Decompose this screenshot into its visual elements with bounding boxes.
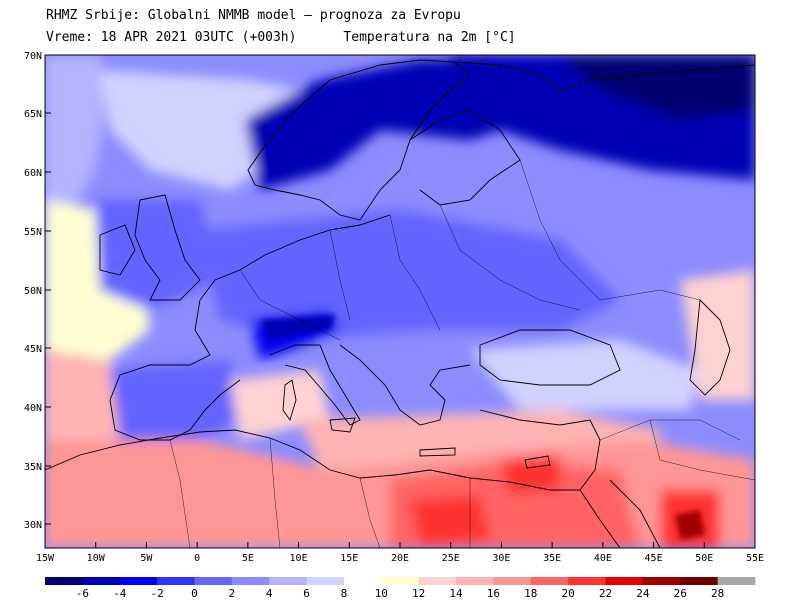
- lat-label: 60N: [24, 168, 42, 179]
- longitude-axis: 15W 10W 5W 0 5E 10E 15E 20E 25E 30E 35E 40E 45E 50E 55…: [36, 542, 764, 564]
- lon-label: 35E: [543, 553, 561, 564]
- map-title: RHMZ Srbije: Globalni NMMB model — progn…: [46, 8, 461, 23]
- lon-label: 5E: [242, 553, 254, 564]
- lon-label: 10W: [87, 553, 106, 564]
- colorbar-swatch: [568, 577, 607, 585]
- colorbar-swatch: [231, 577, 270, 585]
- map-subtitle: Vreme: 18 APR 2021 03UTC (+003h) Tempera…: [46, 30, 516, 45]
- lon-label: 30E: [492, 553, 510, 564]
- lat-label: 70N: [24, 51, 42, 62]
- colorbar-label: 16: [487, 587, 500, 600]
- colorbar-swatch: [119, 577, 158, 585]
- country-borders: [169, 159, 755, 548]
- colorbar-label: -2: [150, 587, 163, 600]
- colorbar: -6 -4 -2 0 2 4 6 8 10 12 14 16 18 20 22 24 26 28: [45, 577, 756, 600]
- lon-label: 10E: [290, 553, 308, 564]
- colorbar-label: 18: [524, 587, 537, 600]
- colorbar-label: 10: [375, 587, 388, 600]
- lon-label: 40E: [594, 553, 612, 564]
- temperature-field: [45, 55, 755, 548]
- colorbar-swatch: [493, 577, 532, 585]
- variable-name: Temperatura na 2m [°C]: [343, 30, 516, 45]
- colorbar-label: 2: [229, 587, 236, 600]
- colorbar-swatch: [605, 577, 644, 585]
- lon-label: 55E: [746, 553, 764, 564]
- colorbar-label: 26: [674, 587, 687, 600]
- lon-label: 5W: [140, 553, 153, 564]
- colorbar-label: 28: [711, 587, 724, 600]
- lon-label: 45E: [645, 553, 663, 564]
- colorbar-swatch: [418, 577, 457, 585]
- colorbar-swatch: [269, 577, 308, 585]
- colorbar-swatch: [717, 577, 756, 585]
- colorbar-swatch: [381, 577, 420, 585]
- colorbar-swatch: [194, 577, 233, 585]
- colorbar-label: 14: [449, 587, 463, 600]
- colorbar-label: -4: [113, 587, 127, 600]
- lon-label: 15E: [340, 553, 358, 564]
- lat-label: 35N: [24, 462, 42, 473]
- colorbar-swatch: [157, 577, 195, 585]
- colorbar-swatch: [82, 577, 121, 585]
- lat-label: 50N: [24, 286, 42, 297]
- lat-label: 45N: [24, 344, 42, 355]
- lat-label: 30N: [24, 520, 42, 531]
- colorbar-label: 20: [562, 587, 575, 600]
- colorbar-label: -6: [76, 587, 89, 600]
- colorbar-swatch: [456, 577, 494, 585]
- latitude-axis: 70N 65N 60N 55N 50N 45N 40N 35N 30N: [24, 51, 51, 531]
- colorbar-swatch: [530, 577, 569, 585]
- lon-label: 20E: [391, 553, 409, 564]
- lon-label: 25E: [442, 553, 460, 564]
- lon-label: 50E: [695, 553, 713, 564]
- colorbar-swatch: [642, 577, 681, 585]
- lon-label: 15W: [36, 553, 55, 564]
- colorbar-swatch: [306, 577, 345, 585]
- colorbar-label: 22: [599, 587, 612, 600]
- colorbar-label: 12: [412, 587, 425, 600]
- colorbar-label: 8: [341, 587, 348, 600]
- colorbar-swatch: [680, 577, 719, 585]
- colorbar-label: 6: [303, 587, 310, 600]
- lon-label: 0: [194, 553, 200, 564]
- colorbar-label: 0: [191, 587, 198, 600]
- forecast-time: Vreme: 18 APR 2021 03UTC (+003h): [46, 30, 297, 45]
- lat-label: 40N: [24, 403, 42, 414]
- coastlines: [45, 59, 755, 548]
- colorbar-swatch: [343, 577, 382, 585]
- lat-label: 55N: [24, 227, 42, 238]
- colorbar-swatch: [45, 577, 83, 585]
- lat-label: 65N: [24, 109, 42, 120]
- colorbar-label: 24: [636, 587, 650, 600]
- colorbar-label: 4: [266, 587, 273, 600]
